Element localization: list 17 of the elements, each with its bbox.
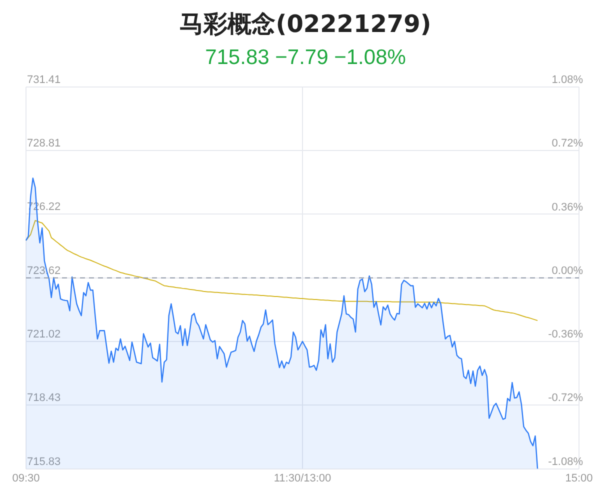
chart-subtitle: 715.83 −7.79 −1.08% xyxy=(204,46,407,70)
y-tick-label: 718.43 xyxy=(27,392,61,404)
y-tick-label: 715.83 xyxy=(27,456,61,468)
y2-tick-label: 1.08% xyxy=(552,74,584,86)
x-tick-label: 11:30/13:00 xyxy=(274,472,332,484)
y2-tick-label: 0.00% xyxy=(552,264,584,277)
x-tick-label: 15:00 xyxy=(565,472,593,484)
x-tick-label: 09:30 xyxy=(12,472,40,484)
y-tick-label: 731.41 xyxy=(27,74,61,86)
y2-tick-label: 0.72% xyxy=(552,138,584,150)
chart-title: 马彩概念(02221279) xyxy=(178,9,432,40)
y-tick-label: 728.81 xyxy=(27,138,61,150)
y2-tick-label: -1.08% xyxy=(548,456,584,468)
y2-tick-label: -0.36% xyxy=(548,328,584,341)
y-tick-label: 721.02 xyxy=(27,328,61,341)
y2-tick-label: 0.36% xyxy=(552,201,584,214)
y2-tick-label: -0.72% xyxy=(548,392,584,404)
